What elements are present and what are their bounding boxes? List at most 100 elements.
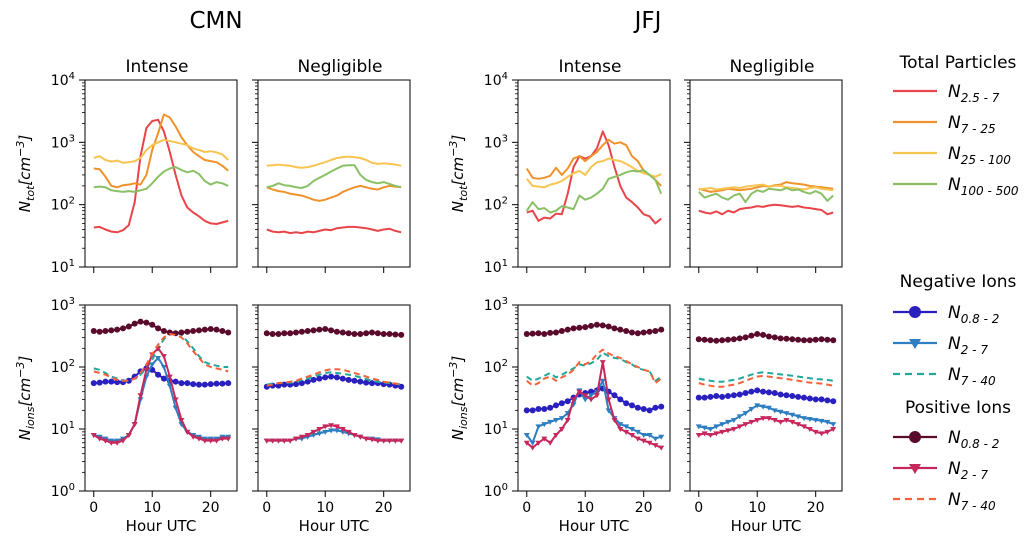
data-point-negative-n2-7 bbox=[818, 418, 825, 424]
legend-label: N100 - 500 bbox=[948, 175, 1019, 198]
data-point-positive-n0-8-2 bbox=[777, 335, 784, 342]
data-point-negative-n2-7 bbox=[695, 424, 702, 430]
series-line-positive-n2-7 bbox=[698, 417, 834, 436]
data-point-positive-n2-7 bbox=[742, 422, 749, 428]
data-point-positive-n2-7 bbox=[535, 440, 542, 446]
data-point-negative-n2-7 bbox=[634, 429, 641, 435]
data-point-positive-n0-8-2 bbox=[287, 330, 294, 337]
data-point-negative-n2-7 bbox=[701, 425, 708, 431]
legend-item-negative-2: N7 - 40 bbox=[893, 365, 996, 388]
data-point-positive-n2-7 bbox=[178, 417, 185, 423]
data-point-positive-n2-7 bbox=[523, 440, 530, 446]
axes-frame bbox=[257, 304, 411, 492]
data-point-negative-n2-7 bbox=[623, 424, 630, 430]
data-point-negative-n0-8-2 bbox=[707, 393, 714, 400]
data-point-positive-n0-8-2 bbox=[380, 331, 387, 338]
data-point-positive-n2-7 bbox=[617, 427, 624, 432]
data-point-negative-n0-8-2 bbox=[351, 377, 358, 384]
y-tick-label: 103 bbox=[484, 296, 508, 314]
x-tick-label: 0 bbox=[262, 500, 271, 516]
data-point-negative-n0-8-2 bbox=[634, 404, 641, 411]
data-point-negative-n2-7 bbox=[824, 419, 831, 425]
data-point-positive-n0-8-2 bbox=[293, 329, 299, 336]
data-point-negative-n0-8-2 bbox=[623, 400, 630, 407]
data-point-positive-n0-8-2 bbox=[824, 336, 831, 343]
data-point-positive-n0-8-2 bbox=[617, 326, 624, 333]
legend-label: N0.8 - 2 bbox=[948, 428, 999, 451]
data-point-negative-n2-7 bbox=[725, 419, 731, 425]
data-point-positive-n2-7 bbox=[582, 393, 589, 399]
data-point-negative-n0-8-2 bbox=[328, 373, 335, 380]
legend-label: N2 - 7 bbox=[948, 334, 988, 357]
x-tick-label: 10 bbox=[143, 500, 161, 516]
x-tick-label: 0 bbox=[694, 500, 703, 516]
data-point-negative-n0-8-2 bbox=[777, 391, 784, 398]
data-point-positive-n0-8-2 bbox=[695, 336, 702, 343]
data-point-positive-n2-7 bbox=[652, 443, 659, 449]
data-point-negative-n0-8-2 bbox=[824, 397, 831, 404]
y-tick-label: 101 bbox=[51, 420, 75, 438]
data-point-positive-n0-8-2 bbox=[713, 337, 720, 344]
data-point-positive-n0-8-2 bbox=[742, 334, 749, 341]
data-point-positive-n2-7 bbox=[593, 393, 600, 399]
data-point-positive-n0-8-2 bbox=[369, 329, 375, 336]
series-line-n100-500 bbox=[93, 166, 229, 193]
panel-jfj-negligible-ions: 0 10 20 Hour UTC bbox=[684, 304, 843, 535]
data-point-negative-n2-7 bbox=[310, 433, 317, 439]
data-point-positive-n2-7 bbox=[328, 423, 335, 429]
data-point-positive-n0-8-2 bbox=[719, 337, 726, 344]
data-point-negative-n0-8-2 bbox=[322, 374, 329, 381]
y-tick-label: 102 bbox=[484, 196, 508, 214]
data-point-positive-n2-7 bbox=[304, 433, 311, 439]
data-point-positive-n0-8-2 bbox=[748, 332, 755, 339]
series-line-n7-25 bbox=[266, 184, 402, 202]
axes-frame bbox=[84, 79, 238, 268]
data-point-negative-n0-8-2 bbox=[553, 402, 559, 409]
x-tick-label: 20 bbox=[635, 500, 653, 516]
data-point-positive-n2-7 bbox=[748, 419, 755, 425]
data-point-positive-n2-7 bbox=[789, 419, 796, 425]
x-tick-label: 10 bbox=[748, 500, 766, 516]
data-point-positive-n0-8-2 bbox=[535, 330, 542, 337]
data-point-negative-n2-7 bbox=[588, 393, 595, 399]
data-point-positive-n0-8-2 bbox=[131, 320, 138, 327]
data-point-negative-n0-8-2 bbox=[190, 381, 197, 388]
data-point-positive-n2-7 bbox=[701, 431, 708, 437]
data-point-negative-n0-8-2 bbox=[125, 377, 132, 384]
data-point-negative-n2-7 bbox=[795, 414, 802, 420]
data-point-positive-n2-7 bbox=[564, 417, 571, 423]
data-point-positive-n0-8-2 bbox=[351, 331, 358, 338]
data-point-positive-n2-7 bbox=[719, 429, 726, 435]
data-point-positive-n2-7 bbox=[102, 438, 109, 444]
data-point-positive-n0-8-2 bbox=[801, 337, 807, 344]
axes-frame bbox=[689, 79, 843, 268]
data-point-negative-n2-7 bbox=[617, 422, 624, 428]
data-point-positive-n2-7 bbox=[287, 438, 294, 444]
data-point-positive-n0-8-2 bbox=[707, 337, 714, 344]
data-point-negative-n0-8-2 bbox=[742, 390, 749, 397]
data-point-positive-n2-7 bbox=[131, 422, 138, 428]
data-point-positive-n2-7 bbox=[114, 440, 121, 446]
data-point-positive-n0-8-2 bbox=[114, 326, 121, 333]
data-point-positive-n2-7 bbox=[570, 397, 577, 403]
data-point-positive-n0-8-2 bbox=[374, 330, 381, 337]
data-point-negative-n0-8-2 bbox=[646, 407, 653, 414]
data-point-positive-n2-7 bbox=[730, 427, 737, 432]
data-point-positive-n0-8-2 bbox=[357, 331, 364, 338]
legend-item-total-0: N2.5 - 7 bbox=[893, 82, 1000, 105]
data-point-negative-n2-7 bbox=[730, 417, 737, 423]
data-point-negative-n2-7 bbox=[760, 404, 767, 410]
data-point-negative-n2-7 bbox=[629, 427, 635, 432]
legend-marker-triangle bbox=[909, 464, 921, 474]
data-point-positive-n2-7 bbox=[374, 438, 381, 444]
data-point-negative-n0-8-2 bbox=[184, 380, 191, 387]
legend-label: N0.8 - 2 bbox=[948, 303, 999, 326]
data-point-positive-n0-8-2 bbox=[201, 326, 208, 333]
data-point-negative-n0-8-2 bbox=[818, 396, 825, 403]
data-point-positive-n2-7 bbox=[818, 431, 825, 437]
data-point-negative-n2-7 bbox=[801, 416, 807, 422]
data-point-positive-n0-8-2 bbox=[219, 328, 226, 335]
data-point-negative-n0-8-2 bbox=[363, 379, 370, 386]
data-point-negative-n2-7 bbox=[646, 433, 653, 439]
panel-cmn-negligible-ions: 0 10 20 Hour UTC bbox=[252, 304, 411, 535]
